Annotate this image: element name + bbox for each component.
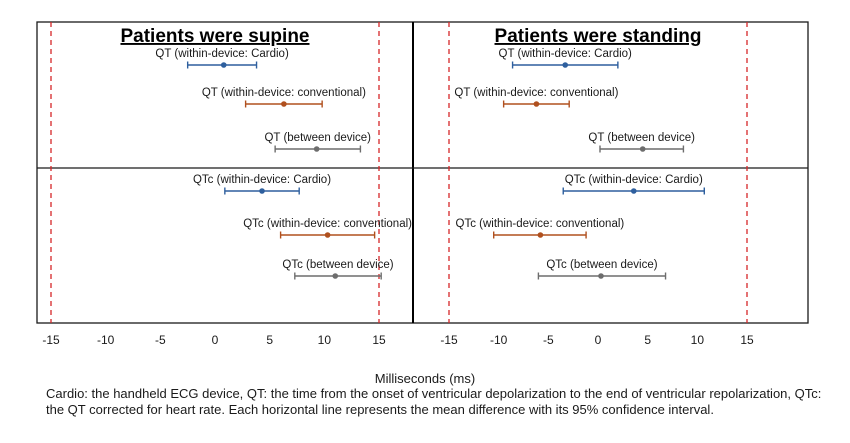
figure-caption: Cardio: the handheld ECG device, QT: the… — [46, 386, 822, 417]
x-axis-label: Milliseconds (ms) — [374, 371, 476, 386]
row-label: QT (within-device: conventional) — [454, 87, 618, 99]
row-label: QTc (within-device: conventional) — [456, 218, 625, 230]
row-label: QTc (within-device: Cardio) — [565, 174, 703, 186]
row-label: QTc (between device) — [282, 259, 393, 271]
row-label: QT (within-device: Cardio) — [155, 48, 289, 60]
mean-point — [313, 146, 320, 152]
panel-title: Patients were supine — [120, 26, 309, 47]
row-label: QT (within-device: Cardio) — [499, 48, 633, 60]
x-tick-label: 15 — [372, 333, 386, 347]
x-tick-label: 10 — [318, 333, 332, 347]
x-tick-label: 15 — [740, 333, 754, 347]
x-tick-label: 5 — [266, 333, 273, 347]
x-tick-label: 0 — [595, 333, 602, 347]
mean-point — [324, 232, 331, 238]
x-tick-label: 0 — [212, 333, 219, 347]
mean-point — [562, 62, 569, 68]
mean-point — [220, 62, 227, 68]
row-label: QT (within-device: conventional) — [202, 87, 366, 99]
x-tick-label: 5 — [644, 333, 651, 347]
x-tick-label: 10 — [691, 333, 705, 347]
plot-frame — [36, 21, 809, 324]
mean-point — [537, 232, 544, 238]
mean-point — [639, 146, 646, 152]
row-label: QTc (between device) — [546, 259, 657, 271]
mean-point — [259, 188, 265, 194]
x-tick-label: -5 — [543, 333, 554, 347]
mean-point — [598, 273, 604, 279]
mean-point — [332, 273, 339, 279]
mean-point — [630, 188, 637, 194]
x-tick-label: -15 — [440, 333, 458, 347]
mean-point — [281, 101, 287, 107]
row-label: QT (between device) — [264, 132, 371, 144]
x-tick-label: -10 — [490, 333, 508, 347]
row-label: QTc (within-device: Cardio) — [193, 174, 331, 186]
x-tick-label: -5 — [155, 333, 166, 347]
x-tick-label: -15 — [42, 333, 60, 347]
mean-point — [533, 101, 540, 107]
row-label: QT (between device) — [588, 132, 695, 144]
x-tick-label: -10 — [97, 333, 115, 347]
panel-title: Patients were standing — [495, 26, 702, 47]
row-label: QTc (within-device: conventional) — [243, 218, 412, 230]
